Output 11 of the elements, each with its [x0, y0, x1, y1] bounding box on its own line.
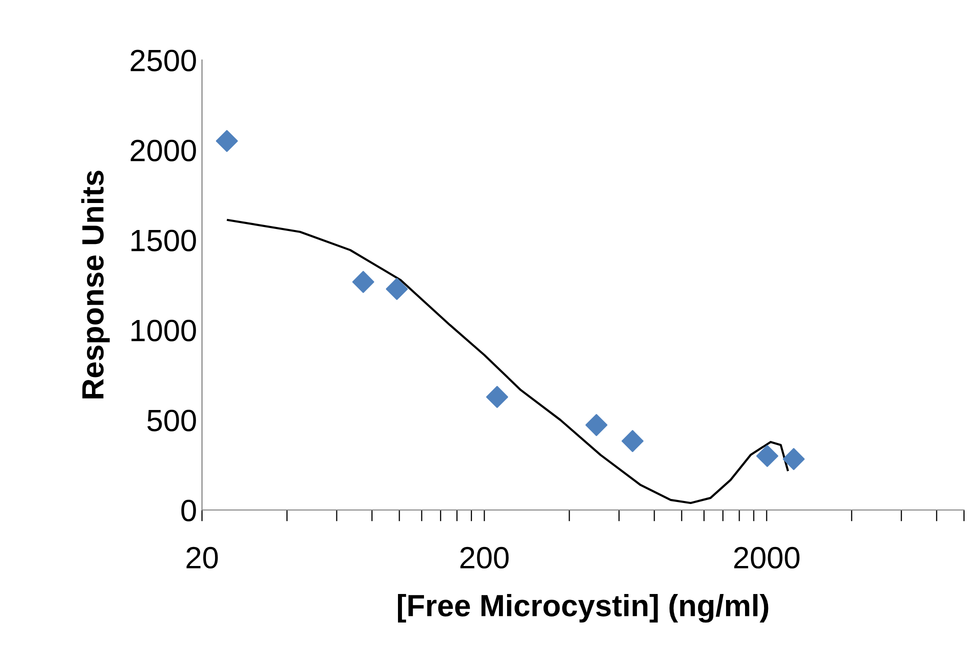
x-tick-label: 200: [460, 546, 509, 569]
x-axis-title: [Free Microcystin] (ng/ml): [398, 594, 768, 623]
y-axis-title: Response Units: [81, 170, 110, 398]
y-tick-label: 500: [147, 410, 196, 432]
y-tick-label: 1000: [132, 320, 196, 342]
x-tick-label: 2000: [734, 546, 800, 569]
y-tick-label: 1500: [132, 230, 196, 252]
x-tick-label: 20: [186, 546, 218, 569]
y-tick-label: 0: [181, 500, 196, 522]
y-tick-label: 2000: [130, 140, 196, 162]
y-tick-label: 2500: [130, 50, 196, 72]
